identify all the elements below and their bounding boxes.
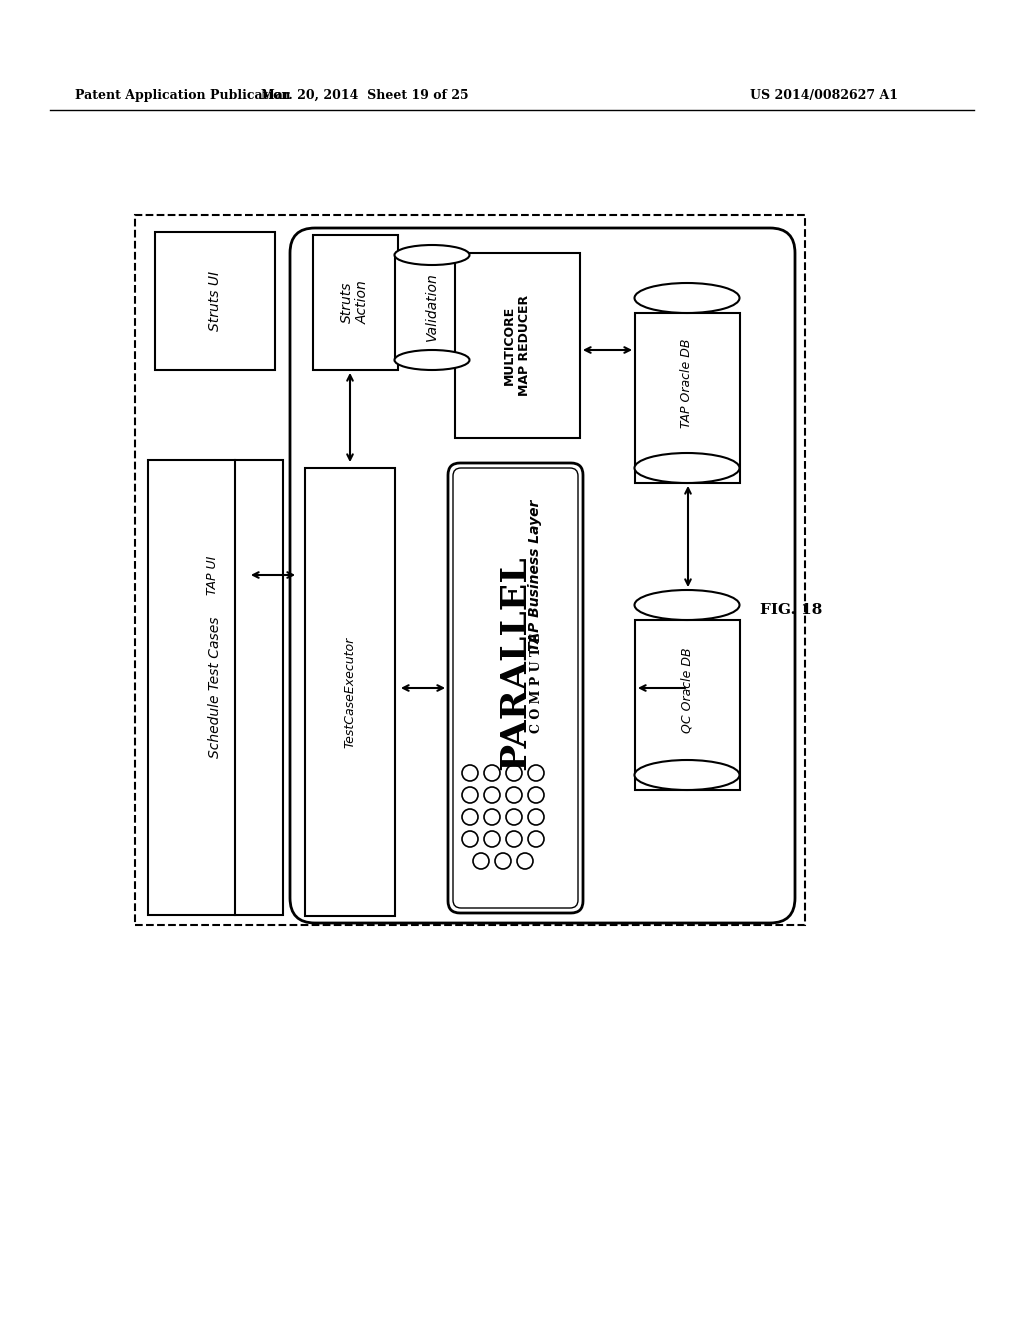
Text: TAP Oracle DB: TAP Oracle DB	[681, 338, 693, 428]
Circle shape	[528, 809, 544, 825]
Text: TestCaseExecutor: TestCaseExecutor	[343, 636, 356, 747]
Circle shape	[506, 787, 522, 803]
Text: TAP UI: TAP UI	[207, 556, 219, 595]
Circle shape	[462, 766, 478, 781]
Text: TAP Business Layer: TAP Business Layer	[528, 499, 542, 651]
Circle shape	[506, 766, 522, 781]
Circle shape	[484, 787, 500, 803]
Circle shape	[528, 832, 544, 847]
Text: Schedule Test Cases: Schedule Test Cases	[208, 616, 222, 758]
Text: FIG. 18: FIG. 18	[760, 603, 822, 616]
Circle shape	[495, 853, 511, 869]
Text: QC Oracle DB: QC Oracle DB	[681, 647, 693, 733]
Bar	[313, 235, 398, 370]
Text: C O M P U T E: C O M P U T E	[530, 632, 544, 733]
Ellipse shape	[394, 246, 469, 265]
Circle shape	[517, 853, 534, 869]
Ellipse shape	[394, 350, 469, 370]
Circle shape	[528, 766, 544, 781]
Text: MULTICORE
MAP REDUCER: MULTICORE MAP REDUCER	[503, 294, 531, 396]
Bar	[635, 313, 740, 483]
Bar	[155, 232, 275, 370]
Bar	[455, 253, 580, 438]
Circle shape	[484, 766, 500, 781]
FancyBboxPatch shape	[449, 463, 583, 913]
Text: Patent Application Publication: Patent Application Publication	[75, 88, 291, 102]
Bar	[135, 215, 805, 925]
Circle shape	[462, 787, 478, 803]
Ellipse shape	[635, 760, 739, 789]
Ellipse shape	[635, 282, 739, 313]
Bar	[148, 459, 283, 915]
Text: Struts
Action: Struts Action	[340, 280, 370, 323]
Circle shape	[462, 809, 478, 825]
Circle shape	[528, 787, 544, 803]
Circle shape	[506, 809, 522, 825]
Circle shape	[484, 832, 500, 847]
Circle shape	[462, 832, 478, 847]
Text: Struts UI: Struts UI	[208, 271, 222, 331]
Circle shape	[506, 832, 522, 847]
FancyBboxPatch shape	[290, 228, 795, 923]
Text: US 2014/0082627 A1: US 2014/0082627 A1	[750, 88, 898, 102]
Circle shape	[473, 853, 489, 869]
Text: Validation: Validation	[425, 273, 439, 342]
FancyBboxPatch shape	[453, 469, 578, 908]
Bar	[395, 255, 470, 360]
Text: Mar. 20, 2014  Sheet 19 of 25: Mar. 20, 2014 Sheet 19 of 25	[261, 88, 469, 102]
Text: PARALLEL: PARALLEL	[498, 556, 532, 771]
Bar	[635, 620, 740, 789]
Bar	[305, 469, 395, 916]
Circle shape	[484, 809, 500, 825]
Ellipse shape	[635, 453, 739, 483]
Ellipse shape	[635, 590, 739, 620]
